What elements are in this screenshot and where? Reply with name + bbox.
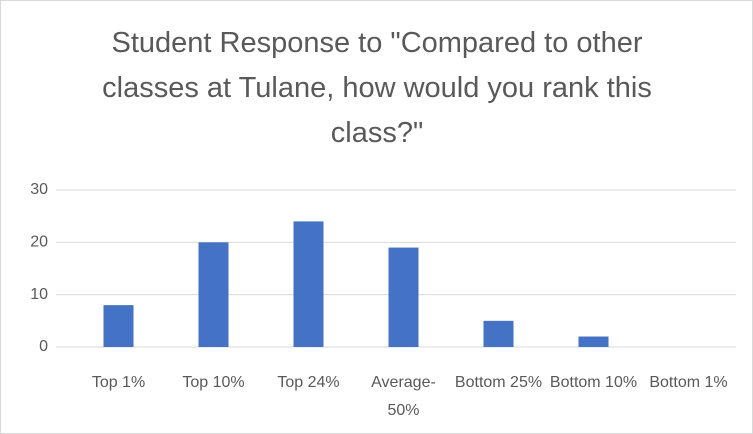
x-tick-label: Top 1% bbox=[91, 374, 146, 391]
bar bbox=[483, 320, 514, 347]
bar bbox=[103, 305, 134, 347]
bar bbox=[198, 242, 229, 347]
y-tick-label: 20 bbox=[30, 234, 48, 251]
y-tick-label: 10 bbox=[30, 286, 48, 303]
x-tick-label: Bottom 25% bbox=[454, 374, 543, 391]
y-tick-label: 0 bbox=[39, 338, 48, 355]
x-tick-label: Top 10% bbox=[182, 374, 245, 391]
x-tick-label: Top 24% bbox=[277, 374, 340, 391]
x-tick-label: Average-50% bbox=[371, 374, 436, 419]
bar bbox=[578, 336, 609, 347]
chart-title: Student Response to "Compared to other c… bbox=[102, 27, 652, 149]
bar bbox=[293, 221, 324, 347]
x-tick-label: Bottom 10% bbox=[549, 374, 638, 391]
x-tick-label: Bottom 1% bbox=[649, 374, 728, 391]
y-tick-label: 30 bbox=[30, 181, 48, 198]
bar bbox=[388, 247, 419, 347]
